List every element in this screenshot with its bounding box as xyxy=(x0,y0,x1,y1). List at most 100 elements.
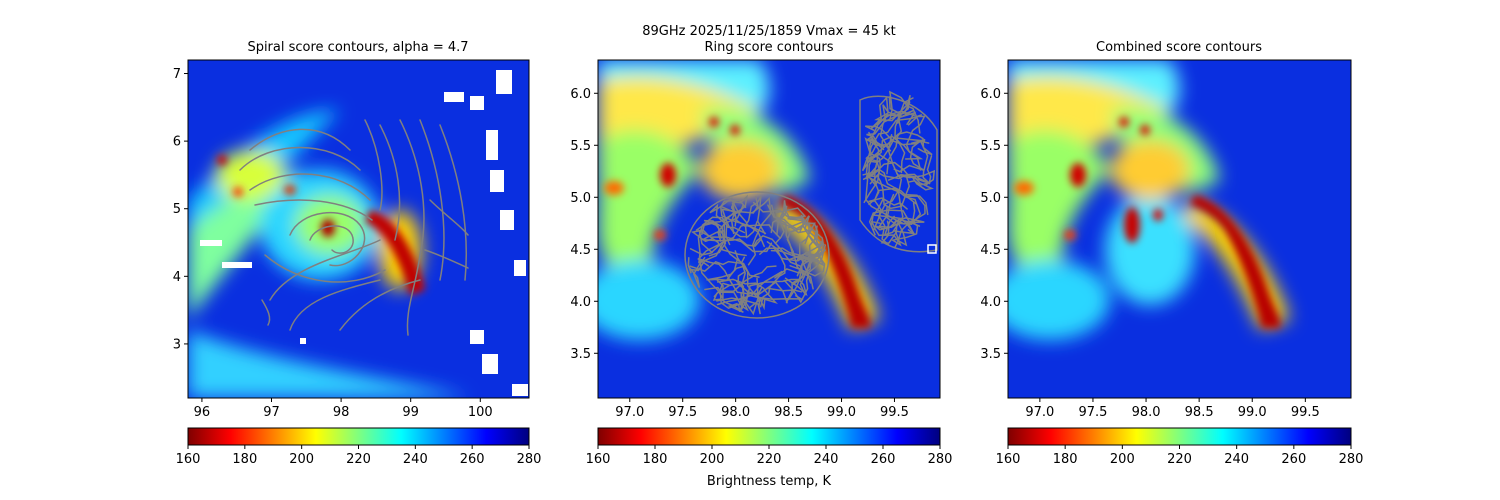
ring-contour-line xyxy=(874,95,911,124)
colorbar-tick-label: 220 xyxy=(1167,452,1192,467)
colorbar-tick-label: 180 xyxy=(643,452,668,467)
y-tick-label: 5.5 xyxy=(570,139,591,154)
colorbar-tick-label: 280 xyxy=(928,452,953,467)
y-tick-label: 4.5 xyxy=(570,243,591,258)
ring-contour-line xyxy=(787,217,825,261)
panel-ring-title: Ring score contours xyxy=(704,40,833,55)
x-tick-label: 99 xyxy=(402,405,419,420)
x-tick-label: 97.0 xyxy=(1025,405,1054,420)
x-tick-label: 98.0 xyxy=(721,405,750,420)
x-tick-label: 98 xyxy=(333,405,350,420)
ring-contour-line xyxy=(687,256,706,288)
panel-ring-colorbar: 160 180 200 220 240 260 280 xyxy=(586,427,953,467)
colorbar-tick-label: 240 xyxy=(1224,452,1249,467)
ring-contour-line xyxy=(920,141,933,185)
panel-spiral: Spiral score contours, alpha = 4.7 xyxy=(173,40,542,467)
colorbar-label: Brightness temp, K xyxy=(707,474,832,489)
ring-contour-line xyxy=(904,115,926,160)
x-tick-label: 96 xyxy=(194,405,211,420)
x-tick-label: 99.0 xyxy=(1238,405,1267,420)
colorbar-tick-label: 160 xyxy=(586,452,611,467)
ring-contour-outline xyxy=(684,191,830,319)
ring-contours xyxy=(684,90,938,319)
ring-contour-line xyxy=(878,172,903,246)
colorbar-tick-label: 260 xyxy=(460,452,485,467)
colorbar-tick-label: 240 xyxy=(814,452,839,467)
x-tick-label: 100 xyxy=(468,405,493,420)
ring-contour-line xyxy=(697,257,758,295)
ring-contour-line xyxy=(740,256,804,300)
ring-contour-line xyxy=(695,196,759,231)
ring-contour-line xyxy=(740,281,788,312)
spiral-contours xyxy=(239,119,469,336)
y-tick-label: 7 xyxy=(173,67,181,82)
ring-contour-line xyxy=(874,217,925,231)
ring-contour-line xyxy=(744,195,766,239)
x-tick-label: 98.5 xyxy=(1185,405,1214,420)
ring-contour-line xyxy=(752,234,804,286)
y-tick-label: 4.0 xyxy=(570,295,591,310)
colorbar-2-bar xyxy=(598,428,940,445)
panel-ring: Ring score contours xyxy=(570,40,952,489)
y-tick-label: 5.0 xyxy=(980,191,1001,206)
colorbar-tick-label: 200 xyxy=(1110,452,1135,467)
ring-contour-line xyxy=(887,134,936,186)
y-tick-label: 6.0 xyxy=(570,87,591,102)
x-tick-label: 98.0 xyxy=(1132,405,1161,420)
colorbar-tick-label: 200 xyxy=(700,452,725,467)
ring-contour-line xyxy=(865,109,914,148)
panel-ring-axes: 97.0 97.5 98.0 98.5 99.0 99.5 3.5 4.0 4.5 5.0 5.5 6… xyxy=(570,87,909,420)
ring-contour-line xyxy=(886,96,903,175)
ring-contour-line xyxy=(874,187,929,216)
ring-contour-line xyxy=(703,219,727,257)
y-tick-label: 6.0 xyxy=(980,87,1001,102)
ring-contour-line xyxy=(783,244,827,304)
x-tick-label: 97.5 xyxy=(1078,405,1107,420)
figure-suptitle: 89GHz 2025/11/25/1859 Vmax = 45 kt xyxy=(642,24,896,39)
y-tick-label: 6 xyxy=(173,135,181,150)
x-tick-label: 97 xyxy=(263,405,280,420)
ring-contour-line xyxy=(880,206,898,244)
ring-contour-line xyxy=(770,204,812,284)
ring-contour-line xyxy=(893,140,930,173)
panel-combined-title: Combined score contours xyxy=(1096,40,1262,55)
ring-contour-line xyxy=(706,259,745,281)
colorbar-tick-label: 260 xyxy=(1281,452,1306,467)
ring-contour-outline xyxy=(859,95,938,253)
panel-combined-frame xyxy=(1007,59,1352,399)
ring-contour-line xyxy=(865,137,926,180)
colorbar-tick-label: 160 xyxy=(996,452,1021,467)
x-tick-label: 97.0 xyxy=(615,405,644,420)
colorbar-tick-label: 240 xyxy=(403,452,428,467)
colorbar-tick-label: 220 xyxy=(346,452,371,467)
panel-spiral-axes: 96 97 98 99 100 3 4 5 6 7 xyxy=(173,67,493,420)
ring-contour-line xyxy=(879,104,917,150)
ring-contour-line xyxy=(730,194,748,235)
y-tick-label: 5.0 xyxy=(570,191,591,206)
panel-spiral-heatmap xyxy=(188,60,529,398)
colorbar-tick-label: 260 xyxy=(871,452,896,467)
y-tick-label: 5 xyxy=(173,202,181,217)
colorbar-tick-label: 280 xyxy=(1339,452,1364,467)
x-tick-label: 99.0 xyxy=(827,405,856,420)
ring-contour-line xyxy=(886,131,933,156)
ring-contour-line xyxy=(876,174,910,210)
panel-combined-heatmap xyxy=(1008,60,1351,398)
ring-contour-line xyxy=(868,209,921,236)
panel-combined-colorbar: 160 180 200 220 240 260 280 xyxy=(996,427,1364,467)
x-tick-label: 99.5 xyxy=(1291,405,1320,420)
ring-contour-line xyxy=(865,114,923,187)
ring-contour-line xyxy=(722,277,759,316)
x-tick-label: 98.5 xyxy=(774,405,803,420)
ring-contour-line xyxy=(709,197,733,246)
ring-contour-line xyxy=(776,220,820,263)
y-tick-label: 4.0 xyxy=(980,295,1001,310)
colorbar-tick-label: 160 xyxy=(176,452,201,467)
colorbar-tick-label: 180 xyxy=(232,452,257,467)
panel-combined: Combined score contours xyxy=(980,40,1363,467)
ring-contour-line xyxy=(864,125,922,171)
y-tick-label: 3.5 xyxy=(570,347,591,362)
colorbar-3-bar xyxy=(1008,428,1351,445)
ring-contour-line xyxy=(887,173,934,191)
panel-spiral-title: Spiral score contours, alpha = 4.7 xyxy=(247,40,468,55)
